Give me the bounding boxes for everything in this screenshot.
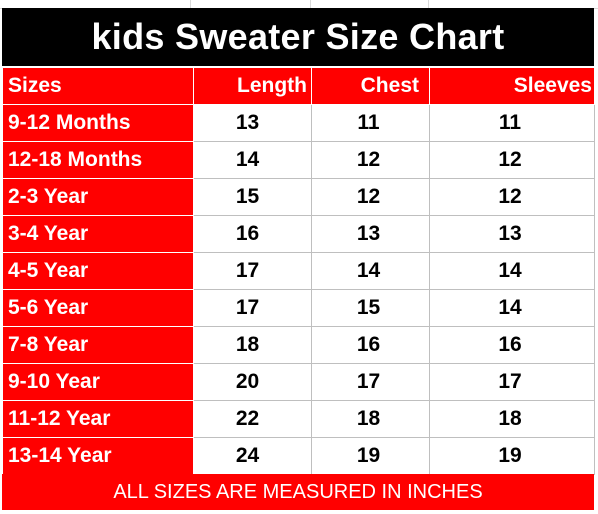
- gridline: [428, 0, 429, 8]
- table-row: 5-6 Year 17 15 14: [2, 289, 595, 327]
- size-rows: 9-12 Months 13 11 11 12-18 Months 14 12 12 2-3 Y…: [2, 104, 595, 475]
- sleeves-cell: 16: [429, 326, 595, 364]
- sleeves-cell: 13: [429, 215, 595, 253]
- length-cell: 24: [193, 437, 312, 475]
- chest-cell: 14: [311, 252, 430, 290]
- table-row: 9-10 Year 20 17 17: [2, 363, 595, 401]
- gridline: [190, 0, 191, 8]
- size-label-cell: 3-4 Year: [2, 215, 194, 253]
- chart-title: kids Sweater Size Chart: [91, 16, 505, 57]
- header-row: Sizes Length Chest Sleeves: [2, 67, 595, 105]
- chest-cell: 18: [311, 400, 430, 438]
- size-label-cell: 2-3 Year: [2, 178, 194, 216]
- length-cell: 16: [193, 215, 312, 253]
- chest-cell: 12: [311, 141, 430, 179]
- header-chest: Chest: [311, 67, 430, 105]
- sleeves-cell: 14: [429, 289, 595, 327]
- size-label-cell: 7-8 Year: [2, 326, 194, 364]
- table-row: 3-4 Year 16 13 13: [2, 215, 595, 253]
- chest-cell: 12: [311, 178, 430, 216]
- sleeves-cell: 18: [429, 400, 595, 438]
- chest-cell: 16: [311, 326, 430, 364]
- measurement-note: ALL SIZES ARE MEASURED IN INCHES: [113, 480, 483, 503]
- table-row: 11-12 Year 22 18 18: [2, 400, 595, 438]
- size-label-cell: 11-12 Year: [2, 400, 194, 438]
- size-label-cell: 12-18 Months: [2, 141, 194, 179]
- size-label-cell: 9-10 Year: [2, 363, 194, 401]
- gridline: [310, 0, 311, 8]
- length-cell: 20: [193, 363, 312, 401]
- footer-bar: ALL SIZES ARE MEASURED IN INCHES: [2, 474, 594, 510]
- length-cell: 13: [193, 104, 312, 142]
- title-bar: kids Sweater Size Chart: [2, 8, 594, 66]
- length-cell: 17: [193, 289, 312, 327]
- table-row: 4-5 Year 17 14 14: [2, 252, 595, 290]
- size-label-cell: 9-12 Months: [2, 104, 194, 142]
- header-sleeves: Sleeves: [429, 67, 595, 105]
- sleeves-cell: 14: [429, 252, 595, 290]
- table-row: 2-3 Year 15 12 12: [2, 178, 595, 216]
- length-cell: 17: [193, 252, 312, 290]
- size-label-cell: 5-6 Year: [2, 289, 194, 327]
- table-row: 13-14 Year 24 19 19: [2, 437, 595, 475]
- length-cell: 18: [193, 326, 312, 364]
- sleeves-cell: 17: [429, 363, 595, 401]
- length-cell: 14: [193, 141, 312, 179]
- header-sizes: Sizes: [2, 67, 194, 105]
- size-table: Sizes Length Chest Sleeves 9-12 Months 13…: [2, 67, 595, 475]
- header-length: Length: [193, 67, 312, 105]
- size-label-cell: 4-5 Year: [2, 252, 194, 290]
- sleeves-cell: 12: [429, 141, 595, 179]
- chest-cell: 15: [311, 289, 430, 327]
- table-row: 12-18 Months 14 12 12: [2, 141, 595, 179]
- table-row: 9-12 Months 13 11 11: [2, 104, 595, 142]
- table-row: 7-8 Year 18 16 16: [2, 326, 595, 364]
- sleeves-cell: 19: [429, 437, 595, 475]
- chest-cell: 17: [311, 363, 430, 401]
- chest-cell: 13: [311, 215, 430, 253]
- length-cell: 15: [193, 178, 312, 216]
- sleeves-cell: 12: [429, 178, 595, 216]
- size-label-cell: 13-14 Year: [2, 437, 194, 475]
- chest-cell: 11: [311, 104, 430, 142]
- length-cell: 22: [193, 400, 312, 438]
- sleeves-cell: 11: [429, 104, 595, 142]
- chest-cell: 19: [311, 437, 430, 475]
